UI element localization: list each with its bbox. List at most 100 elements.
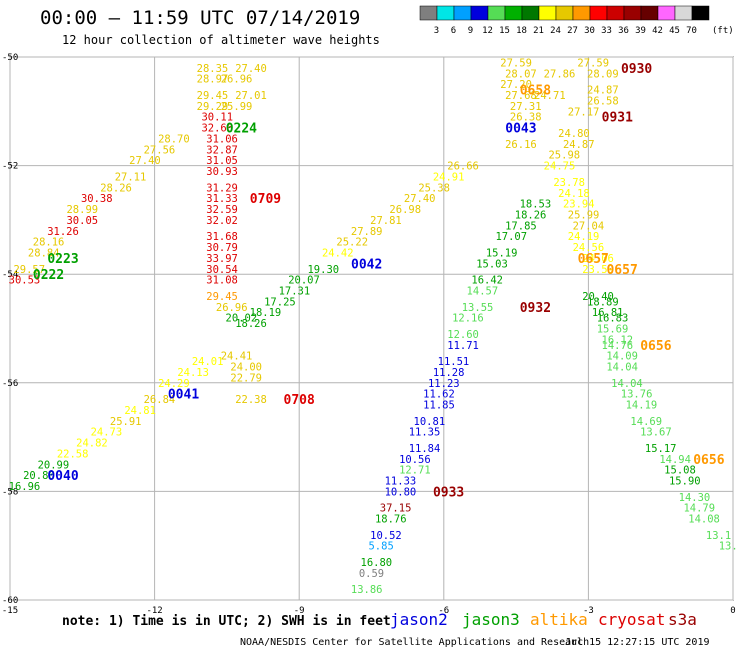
swh-value: 10.80 — [385, 486, 417, 498]
swh-value: 18.89 — [587, 296, 619, 308]
axis-ticks: -15 -12 -9 -6 -3 0 -50 -52 -54 -56 -58 -60 — [2, 53, 736, 616]
swh-value: 12.71 — [399, 465, 431, 477]
swh-value: 27.59 — [500, 57, 532, 69]
swh-value: 20.86 — [23, 470, 55, 482]
swh-value: 28.09 — [587, 68, 619, 80]
swh-value: 15.03 — [476, 258, 508, 270]
swh-value: 24.75 — [544, 161, 576, 173]
swh-value: 14.04 — [611, 378, 643, 390]
swh-value: 10.52 — [370, 530, 402, 542]
colorbar-label: 21 — [533, 26, 544, 36]
swh-value: 13.76 — [621, 389, 653, 401]
legend-jason3: jason3 — [462, 610, 520, 629]
pass-time-label: 0656 — [640, 339, 671, 354]
swh-value: 26.38 — [510, 112, 542, 124]
swh-value: 31.08 — [206, 275, 238, 287]
swh-value: 25.38 — [418, 182, 450, 194]
colorbar-swatch — [623, 5, 642, 21]
swh-value: 14.08 — [688, 514, 720, 526]
colorbar-label: 18 — [516, 26, 527, 36]
swh-value: 23.59 — [582, 264, 614, 276]
x-tick-label: 0 — [730, 606, 735, 616]
swh-value: 26.98 — [389, 204, 421, 216]
colorbar-swatch — [521, 5, 540, 21]
pass-time-label: 0223 — [47, 252, 78, 267]
swh-value: 27.01 — [235, 90, 267, 102]
swh-value: 31.26 — [47, 226, 79, 238]
swh-value: 37.15 — [380, 503, 412, 515]
swh-value: 27.40 — [404, 193, 436, 205]
swh-value: 10.81 — [414, 416, 446, 428]
swh-value: 29.45 — [197, 90, 229, 102]
swh-value: 30.53 — [9, 275, 41, 287]
colorbar-label: 36 — [618, 26, 629, 36]
swh-value: 28.35 — [197, 63, 229, 75]
y-tick-label: -54 — [2, 270, 18, 280]
swh-value: 14.30 — [679, 492, 711, 504]
colorbar-swatch — [606, 5, 625, 21]
swh-value: 25.98 — [548, 150, 580, 162]
swh-value: 30.79 — [206, 242, 238, 254]
legend-altika: altika — [530, 610, 588, 629]
chart-title: 00:00 – 11:59 UTC 07/14/2019 — [40, 7, 360, 29]
swh-value: 26.96 — [221, 74, 253, 86]
swh-value: 28.70 — [158, 133, 190, 145]
pass-time-label: 0222 — [33, 268, 64, 283]
colorbar-swatch — [691, 5, 710, 21]
swh-value: 18.53 — [520, 199, 552, 211]
colorbar-swatch — [419, 5, 438, 21]
swh-value: 22.79 — [230, 372, 262, 384]
pass-time-label: 0657 — [578, 252, 609, 267]
swh-value: 27.86 — [544, 68, 576, 80]
swh-value: 13.1 — [706, 530, 731, 542]
swh-value: 29.29 — [197, 101, 229, 113]
swh-value: 12.16 — [452, 313, 484, 325]
swh-value: 27.81 — [370, 215, 402, 227]
swh-value: 18.26 — [235, 318, 267, 330]
pass-time-label: 0042 — [351, 257, 382, 272]
chart-subtitle: 12 hour collection of altimeter wave hei… — [62, 33, 380, 47]
swh-value: 27.59 — [577, 57, 609, 69]
swh-value: 25.99 — [568, 209, 600, 221]
colorbar-swatch — [572, 5, 591, 21]
swh-value: 24.06 — [582, 253, 614, 265]
swh-value: 30.93 — [206, 166, 238, 178]
swh-value: 18.76 — [375, 514, 407, 526]
colorbar-label: 27 — [567, 26, 578, 36]
swh-value: 13.86 — [351, 584, 383, 596]
swh-value: 28.84 — [28, 247, 60, 259]
colorbar-label: 39 — [635, 26, 646, 36]
swh-value: 11.35 — [409, 427, 441, 439]
x-tick-label: -12 — [146, 606, 162, 616]
swh-value: 26.96 — [216, 302, 248, 314]
colorbar-label: 3 — [434, 26, 439, 36]
swh-value: 12.60 — [447, 329, 479, 341]
swh-value: 27.89 — [351, 226, 383, 238]
swh-value: 31.05 — [206, 155, 238, 167]
swh-value: 23.78 — [553, 177, 585, 189]
swh-value: 15.17 — [645, 443, 677, 455]
swh-value: 11.23 — [428, 378, 460, 390]
colorbar-label: 9 — [468, 26, 473, 36]
swh-value: 14.04 — [606, 362, 638, 374]
swh-value: 24.80 — [558, 128, 590, 140]
swh-value: 25.22 — [336, 237, 368, 249]
swh-value: 14.94 — [659, 454, 691, 466]
swh-value: 33.97 — [206, 253, 238, 265]
swh-value: 32.66 — [201, 123, 233, 135]
grid — [9, 56, 734, 601]
y-tick-label: -58 — [2, 487, 18, 497]
swh-value: 24.71 — [534, 90, 566, 102]
colorbar-label: 42 — [652, 26, 663, 36]
swh-value: 27.11 — [115, 171, 147, 183]
swh-value: 29.45 — [206, 291, 238, 303]
swh-value: 14.19 — [626, 400, 658, 412]
swh-value: 26.16 — [505, 139, 537, 151]
swh-value: 24.19 — [568, 231, 600, 243]
swh-value: 16.81 — [592, 307, 624, 319]
credit-text: NOAA/NESDIS Center for Satellite Applica… — [240, 637, 589, 648]
colorbar-swatch — [487, 5, 506, 21]
swh-value: 15.19 — [486, 247, 518, 259]
swh-value: 20.40 — [582, 291, 614, 303]
